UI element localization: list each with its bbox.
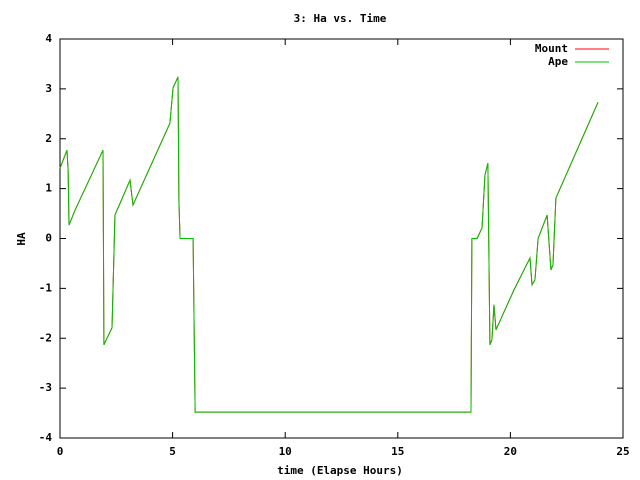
- x-tick-label: 5: [169, 445, 176, 458]
- y-tick-label: 2: [45, 132, 52, 145]
- x-tick-label: 0: [57, 445, 64, 458]
- x-axis-label: time (Elapse Hours): [277, 464, 403, 477]
- y-tick-label: -2: [39, 331, 52, 344]
- x-tick-label: 20: [504, 445, 517, 458]
- y-tick-label: 0: [45, 232, 52, 245]
- x-tick-label: 10: [279, 445, 292, 458]
- y-tick-label: -3: [39, 381, 52, 394]
- y-axis-label: HA: [15, 232, 28, 246]
- y-tick-label: 4: [45, 32, 52, 45]
- legend-label: Ape: [548, 55, 568, 68]
- x-tick-label: 25: [616, 445, 629, 458]
- series-line: [59, 76, 599, 413]
- y-tick-label: 1: [45, 182, 52, 195]
- chart-title: 3: Ha vs. Time: [294, 12, 387, 25]
- x-tick-label: 15: [391, 445, 404, 458]
- y-tick-label: 3: [45, 82, 52, 95]
- series-line: [59, 76, 599, 413]
- y-tick-label: -4: [39, 431, 53, 444]
- legend-label: Mount: [535, 42, 568, 55]
- y-tick-label: -1: [39, 281, 53, 294]
